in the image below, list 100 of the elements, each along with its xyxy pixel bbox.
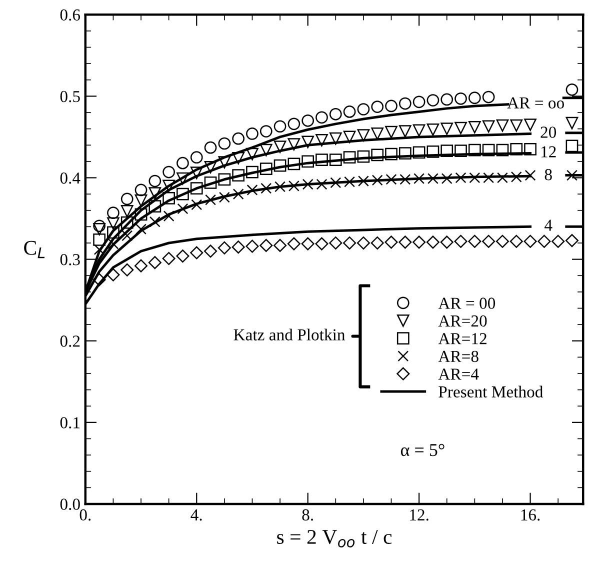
- y-tick-label: 0.5: [60, 90, 80, 102]
- point: [426, 94, 440, 106]
- point: [134, 259, 148, 272]
- point: [357, 103, 370, 116]
- point: [385, 126, 398, 138]
- point: [107, 217, 120, 230]
- point: [191, 199, 202, 210]
- point: [385, 148, 398, 160]
- point: [329, 154, 342, 166]
- point: [566, 116, 578, 130]
- legend-label: AR = 00: [438, 298, 496, 309]
- point: [316, 111, 328, 124]
- point: [274, 238, 287, 252]
- annotation: 20: [540, 126, 556, 138]
- point: [496, 172, 508, 184]
- point: [510, 119, 523, 132]
- point: [454, 92, 467, 105]
- annotation: α = 5°: [400, 444, 444, 456]
- point: [288, 158, 300, 170]
- point: [440, 144, 454, 158]
- point: [177, 203, 188, 214]
- point: [232, 188, 244, 200]
- point: [468, 234, 482, 248]
- point: [356, 236, 370, 250]
- point: [302, 178, 314, 190]
- point: [524, 234, 537, 248]
- y-tick-label: 0.3: [60, 254, 80, 266]
- point: [412, 236, 426, 249]
- point: [426, 145, 440, 158]
- point: [288, 138, 300, 150]
- point: [440, 93, 454, 106]
- point: [205, 194, 216, 206]
- point: [384, 236, 398, 249]
- point: [122, 230, 133, 242]
- point: [246, 184, 258, 196]
- point: [162, 192, 175, 204]
- point: [274, 181, 286, 192]
- point: [565, 234, 579, 248]
- point: [120, 192, 134, 206]
- x-tick-label: 12.: [410, 509, 428, 521]
- point: [288, 180, 300, 192]
- point: [386, 174, 397, 185]
- point: [148, 174, 162, 188]
- point: [482, 120, 495, 133]
- point: [440, 122, 454, 136]
- point: [371, 100, 384, 113]
- point: [398, 147, 412, 160]
- point: [385, 100, 398, 112]
- point: [136, 224, 146, 235]
- point: [566, 83, 578, 96]
- point: [218, 173, 231, 186]
- point: [260, 162, 272, 175]
- x-tick-label: 16.: [521, 509, 540, 521]
- point: [190, 151, 203, 164]
- y-axis-title: C$_{L}$: [24, 240, 45, 258]
- point: [232, 169, 245, 182]
- y-tick-label: 0.2: [60, 336, 80, 347]
- point: [329, 132, 342, 145]
- point: [370, 236, 384, 250]
- point: [398, 125, 412, 138]
- point: [343, 106, 356, 118]
- point: [455, 172, 466, 184]
- point: [538, 234, 551, 248]
- annotation: 12: [541, 146, 556, 158]
- point: [426, 236, 440, 249]
- point: [163, 210, 174, 222]
- point: [398, 236, 412, 249]
- point: [108, 238, 119, 250]
- point: [329, 108, 342, 120]
- point: [482, 234, 496, 248]
- y-tick-label: 0.1: [60, 417, 80, 428]
- point: [274, 140, 286, 153]
- point: [162, 166, 175, 178]
- point: [468, 92, 481, 104]
- point: [454, 122, 467, 134]
- x-tick-label: 8.: [302, 509, 313, 521]
- legend-label: AR=12: [438, 333, 486, 344]
- point: [371, 148, 384, 162]
- point: [246, 148, 258, 160]
- y-tick-label: 0.4: [60, 172, 80, 184]
- point: [358, 176, 369, 186]
- point: [176, 250, 190, 263]
- point: [469, 172, 480, 184]
- point: [441, 173, 452, 184]
- point: [482, 90, 495, 104]
- point: [496, 119, 509, 132]
- point: [274, 159, 286, 172]
- point: [482, 144, 495, 156]
- point: [134, 184, 148, 196]
- point: [176, 156, 189, 170]
- legend-label: AR=4: [438, 368, 479, 380]
- point: [510, 143, 523, 156]
- point: [148, 187, 162, 200]
- point: [414, 173, 425, 184]
- x-axis-title: s = 2 V$_{oo}$ t / c: [277, 530, 392, 548]
- point: [94, 244, 105, 256]
- legend-label: AR=8: [438, 350, 478, 362]
- y-tick-label: 0.6: [60, 9, 80, 21]
- point: [148, 200, 162, 212]
- point: [454, 144, 467, 158]
